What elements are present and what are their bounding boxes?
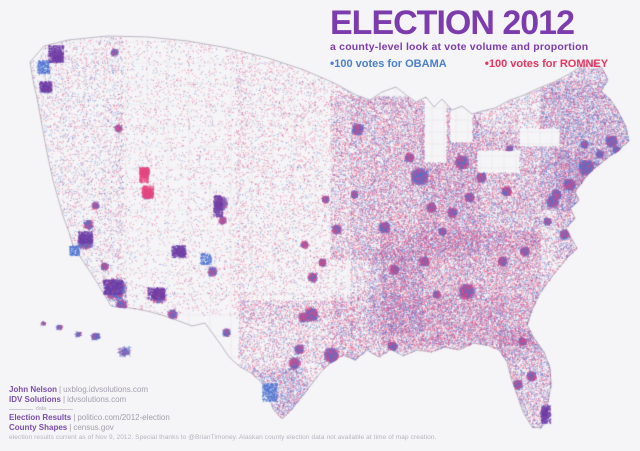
legend-item-romney: •100 votes for ROMNEY (485, 56, 608, 70)
credit-separator: | (69, 423, 72, 432)
credit-company-label: IDV Solutions (9, 395, 61, 404)
divider-line (49, 408, 73, 410)
credit-row-results: Election Results | politico.com/2012-elect… (9, 413, 170, 423)
legend-obama-candidate: OBAMA (405, 58, 447, 70)
credit-company-value: idvsolutions.com (67, 395, 127, 404)
credit-row-shapes: County Shapes | census.gov (9, 423, 170, 433)
credit-results-value: politico.com/2012-election (77, 413, 170, 422)
credit-separator: | (63, 395, 66, 404)
page-title: ELECTION 2012 (330, 4, 575, 42)
divider-line (9, 408, 33, 410)
legend-obama-text: 100 votes for (334, 58, 406, 70)
credit-author-label: John Nelson (9, 385, 58, 394)
legend-romney-text: 100 votes for (488, 58, 560, 70)
footnote: election results current as of Nov 9, 20… (9, 434, 437, 441)
obama-dot-icon: • (330, 56, 335, 70)
credit-row-author: John Nelson | uxblog.idvsolutions.com (9, 385, 170, 395)
legend-romney-candidate: ROMNEY (559, 58, 609, 70)
credits: John Nelson | uxblog.idvsolutions.com IDV … (9, 385, 170, 433)
page-subtitle: a county-level look at vote volume and p… (330, 41, 589, 53)
data-sources-divider: data (9, 406, 73, 412)
credit-row-company: IDV Solutions | idvsolutions.com (9, 395, 170, 405)
header: ELECTION 2012 a county-level look at vot… (330, 6, 636, 70)
legend-item-obama: •100 votes for OBAMA (330, 56, 447, 70)
credit-author-value: uxblog.idvsolutions.com (63, 385, 149, 394)
credit-separator: | (59, 385, 62, 394)
credit-results-label: Election Results (9, 413, 72, 422)
legend: •100 votes for OBAMA •100 votes for ROMN… (330, 56, 636, 70)
credit-shapes-label: County Shapes (9, 423, 68, 432)
divider-label: data (35, 406, 47, 412)
credit-shapes-value: census.gov (73, 423, 114, 432)
romney-dot-icon: • (484, 56, 489, 70)
credit-separator: | (73, 413, 76, 422)
